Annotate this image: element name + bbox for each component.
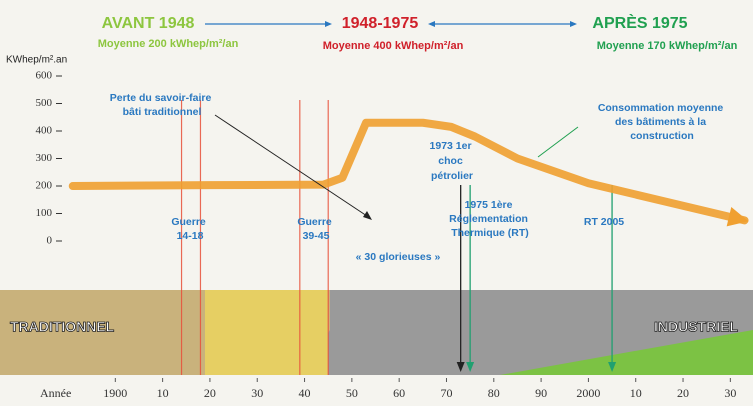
ground-label: INDUSTRIEL <box>654 319 738 335</box>
annotation: Perte du savoir-faire bâti traditionnel <box>110 92 214 118</box>
y-tick-label: 100 <box>36 207 53 219</box>
annotation-line: Consommation moyenne <box>598 102 724 114</box>
series-line <box>68 118 749 225</box>
annotation-line: Guerre <box>297 216 332 228</box>
header-arrow-head <box>428 21 435 27</box>
annotation-line: 1975 1ère <box>465 199 513 211</box>
annotation-arrow-head <box>363 211 372 220</box>
x-tick-label: 10 <box>157 386 169 400</box>
x-tick-label: 20 <box>204 386 216 400</box>
period-title: APRÈS 1975 <box>592 13 687 32</box>
annotation-line: des bâtiments à la <box>615 116 706 128</box>
y-tick-label: 400 <box>36 125 53 137</box>
event-arrow-head <box>608 362 617 372</box>
annotation-line: bâti traditionnel <box>123 106 202 118</box>
x-tick-label: 2000 <box>576 386 600 400</box>
ground-green <box>500 330 753 375</box>
annotation-line: construction <box>630 130 694 142</box>
annotation-line: Réglementation <box>449 213 528 225</box>
annotation-arrow <box>537 126 579 158</box>
y-tick-label: 200 <box>36 180 53 192</box>
annotation-arrow <box>214 114 371 219</box>
period-average: Moyenne 400 kWhep/m²/an <box>323 40 464 52</box>
y-tick-label: 300 <box>36 152 53 164</box>
event-arrow-head <box>456 362 465 372</box>
annotation-line: 14-18 <box>177 230 204 242</box>
annotation: « 30 glorieuses » <box>356 251 441 263</box>
ground-yellow <box>205 290 328 375</box>
x-tick-label: 1900 <box>103 386 127 400</box>
x-tick-label: 60 <box>393 386 405 400</box>
x-tick-label: 20 <box>677 386 689 400</box>
period-average: Moyenne 200 kWhep/m²/an <box>98 38 239 50</box>
annotation: Guerre 14-18 <box>171 216 208 242</box>
x-tick-label: 10 <box>630 386 642 400</box>
y-tick-label: 500 <box>36 97 53 109</box>
header-arrow-head <box>325 21 332 27</box>
annotation-line: choc <box>438 155 463 167</box>
x-axis-label: Année <box>40 386 71 400</box>
period-title: AVANT 1948 <box>102 15 195 32</box>
annotation: 1973 1er choc pétrolier <box>430 140 475 182</box>
annotation: 1975 1ère Réglementation Thermique (RT) <box>449 199 531 239</box>
x-tick-label: 90 <box>535 386 547 400</box>
annotation-line: 1973 1er <box>430 140 472 152</box>
annotation-line: Perte du savoir-faire <box>110 92 212 104</box>
ground-label: TRADITIONNEL <box>10 319 115 335</box>
series-arrow-head <box>726 206 749 227</box>
y-axis-label: KWhep/m².an <box>6 55 67 66</box>
x-tick-label: 70 <box>440 386 452 400</box>
event-arrow-head <box>466 362 475 372</box>
annotation-line: Guerre <box>171 216 206 228</box>
annotation: Guerre 39-45 <box>297 216 334 242</box>
period-average: Moyenne 170 kWhep/m²/an <box>597 40 738 52</box>
annotation-line: Thermique (RT) <box>451 227 529 239</box>
header-arrow-head <box>570 21 577 27</box>
annotation: RT 2005 <box>584 216 624 228</box>
x-tick-label: 50 <box>346 386 358 400</box>
annotation-line: 39-45 <box>303 230 330 242</box>
y-tick-label: 0 <box>47 235 53 247</box>
y-tick-label: 600 <box>36 70 53 82</box>
annotation: Consommation moyenne des bâtiments à la … <box>598 102 726 142</box>
x-tick-label: 30 <box>724 386 736 400</box>
x-tick-label: 40 <box>299 386 311 400</box>
period-title: 1948-1975 <box>342 15 419 32</box>
annotation-line: pétrolier <box>431 170 473 182</box>
x-tick-label: 80 <box>488 386 500 400</box>
x-tick-label: 30 <box>251 386 263 400</box>
